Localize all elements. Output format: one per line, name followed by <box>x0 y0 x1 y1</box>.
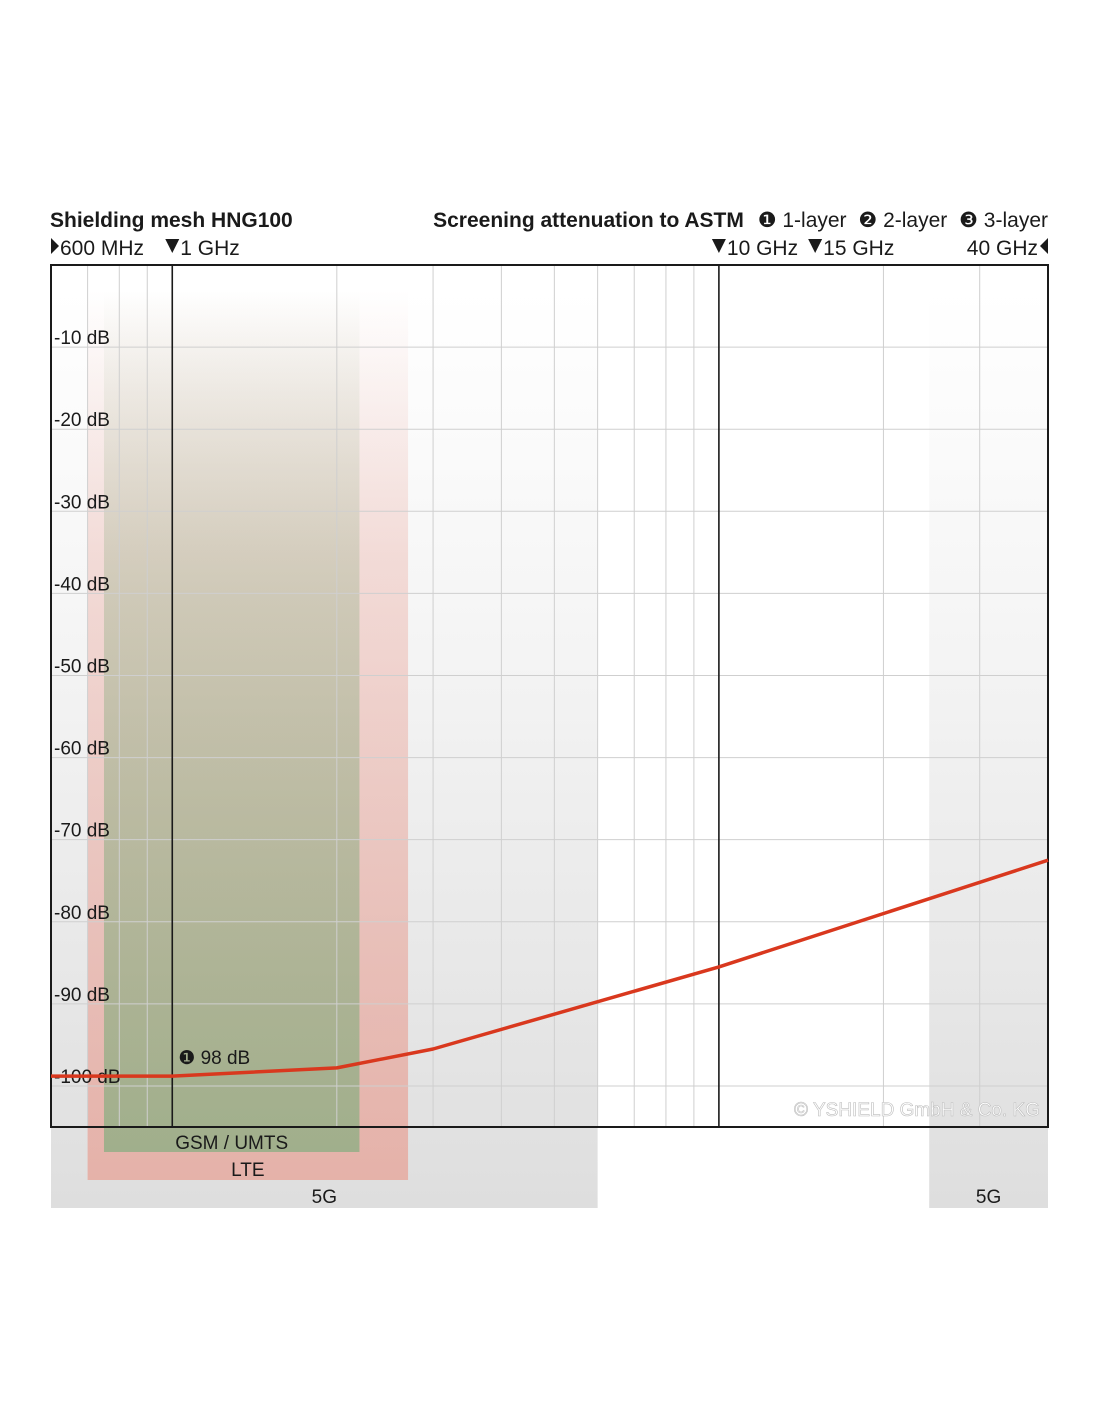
freq-label: 40 GHz <box>967 237 1038 260</box>
y-tick-label-7: -80 dB <box>54 903 110 924</box>
band-0 <box>103 290 360 1152</box>
chart-subtitle: Screening attenuation to ASTM ❶ 1-layer … <box>433 209 1048 232</box>
band-labels: GSM / UMTS LTE 5G 5G <box>175 1133 1001 1208</box>
y-tick-label-1: -20 dB <box>54 410 110 431</box>
layer-2-marker: ❷ <box>858 209 877 232</box>
frequency-bands <box>51 290 1048 1208</box>
grid <box>51 265 1048 1127</box>
triangle-down-icon <box>165 239 180 253</box>
freq-label: 15 GHz <box>823 237 894 260</box>
frequency-marker-lines <box>171 265 720 1127</box>
y-tick-label-8: -90 dB <box>54 985 110 1006</box>
frequency-marker-labels: 600 MHz 1 GHz 10 GHz 15 GHz 40 GHz <box>51 237 1048 260</box>
triangle-left-icon <box>1040 238 1048 254</box>
band-label-0: GSM / UMTS <box>175 1133 288 1154</box>
freq-label: 600 MHz <box>60 237 144 260</box>
band-label-2: 5G <box>312 1187 337 1208</box>
freq-marker-2: 10 GHz <box>711 237 798 260</box>
band-3 <box>929 290 1048 1208</box>
freq-marker-0: 600 MHz <box>51 237 144 260</box>
copyright-watermark: © YSHIELD GmbH & Co. KG <box>794 1100 1040 1121</box>
subtitle-text: Screening attenuation to ASTM <box>433 209 744 232</box>
band-label-3: 5G <box>976 1187 1001 1208</box>
layer-2-label: 2-layer <box>883 209 947 232</box>
annotation-98db: ❶ 98 dB <box>178 1048 250 1069</box>
freq-marker-3: 15 GHz <box>808 237 894 260</box>
y-tick-label-5: -60 dB <box>54 739 110 760</box>
y-tick-label-2: -30 dB <box>54 492 110 513</box>
chart-title: Shielding mesh HNG100 <box>50 209 293 232</box>
freq-marker-4: 40 GHz <box>967 237 1048 260</box>
freq-label: 1 GHz <box>180 237 240 260</box>
triangle-right-icon <box>51 238 59 254</box>
freq-marker-1: 1 GHz <box>165 237 240 260</box>
plot-frame <box>50 264 1049 1128</box>
layer-1-marker: ❶ <box>758 209 777 232</box>
attenuation-line <box>51 858 1049 1078</box>
triangle-down-icon <box>808 239 823 253</box>
triangle-down-icon <box>711 239 726 253</box>
freq-label: 10 GHz <box>727 237 798 260</box>
y-tick-label-4: -50 dB <box>54 656 110 677</box>
y-tick-label-3: -40 dB <box>54 574 110 595</box>
y-tick-label-6: -70 dB <box>54 821 110 842</box>
layer-3-marker: ❸ <box>959 209 978 232</box>
layer-3-label: 3-layer <box>984 209 1048 232</box>
y-tick-label-0: -10 dB <box>54 328 110 349</box>
layer-1-label: 1-layer <box>782 209 846 232</box>
band-label-1: LTE <box>231 1160 264 1181</box>
